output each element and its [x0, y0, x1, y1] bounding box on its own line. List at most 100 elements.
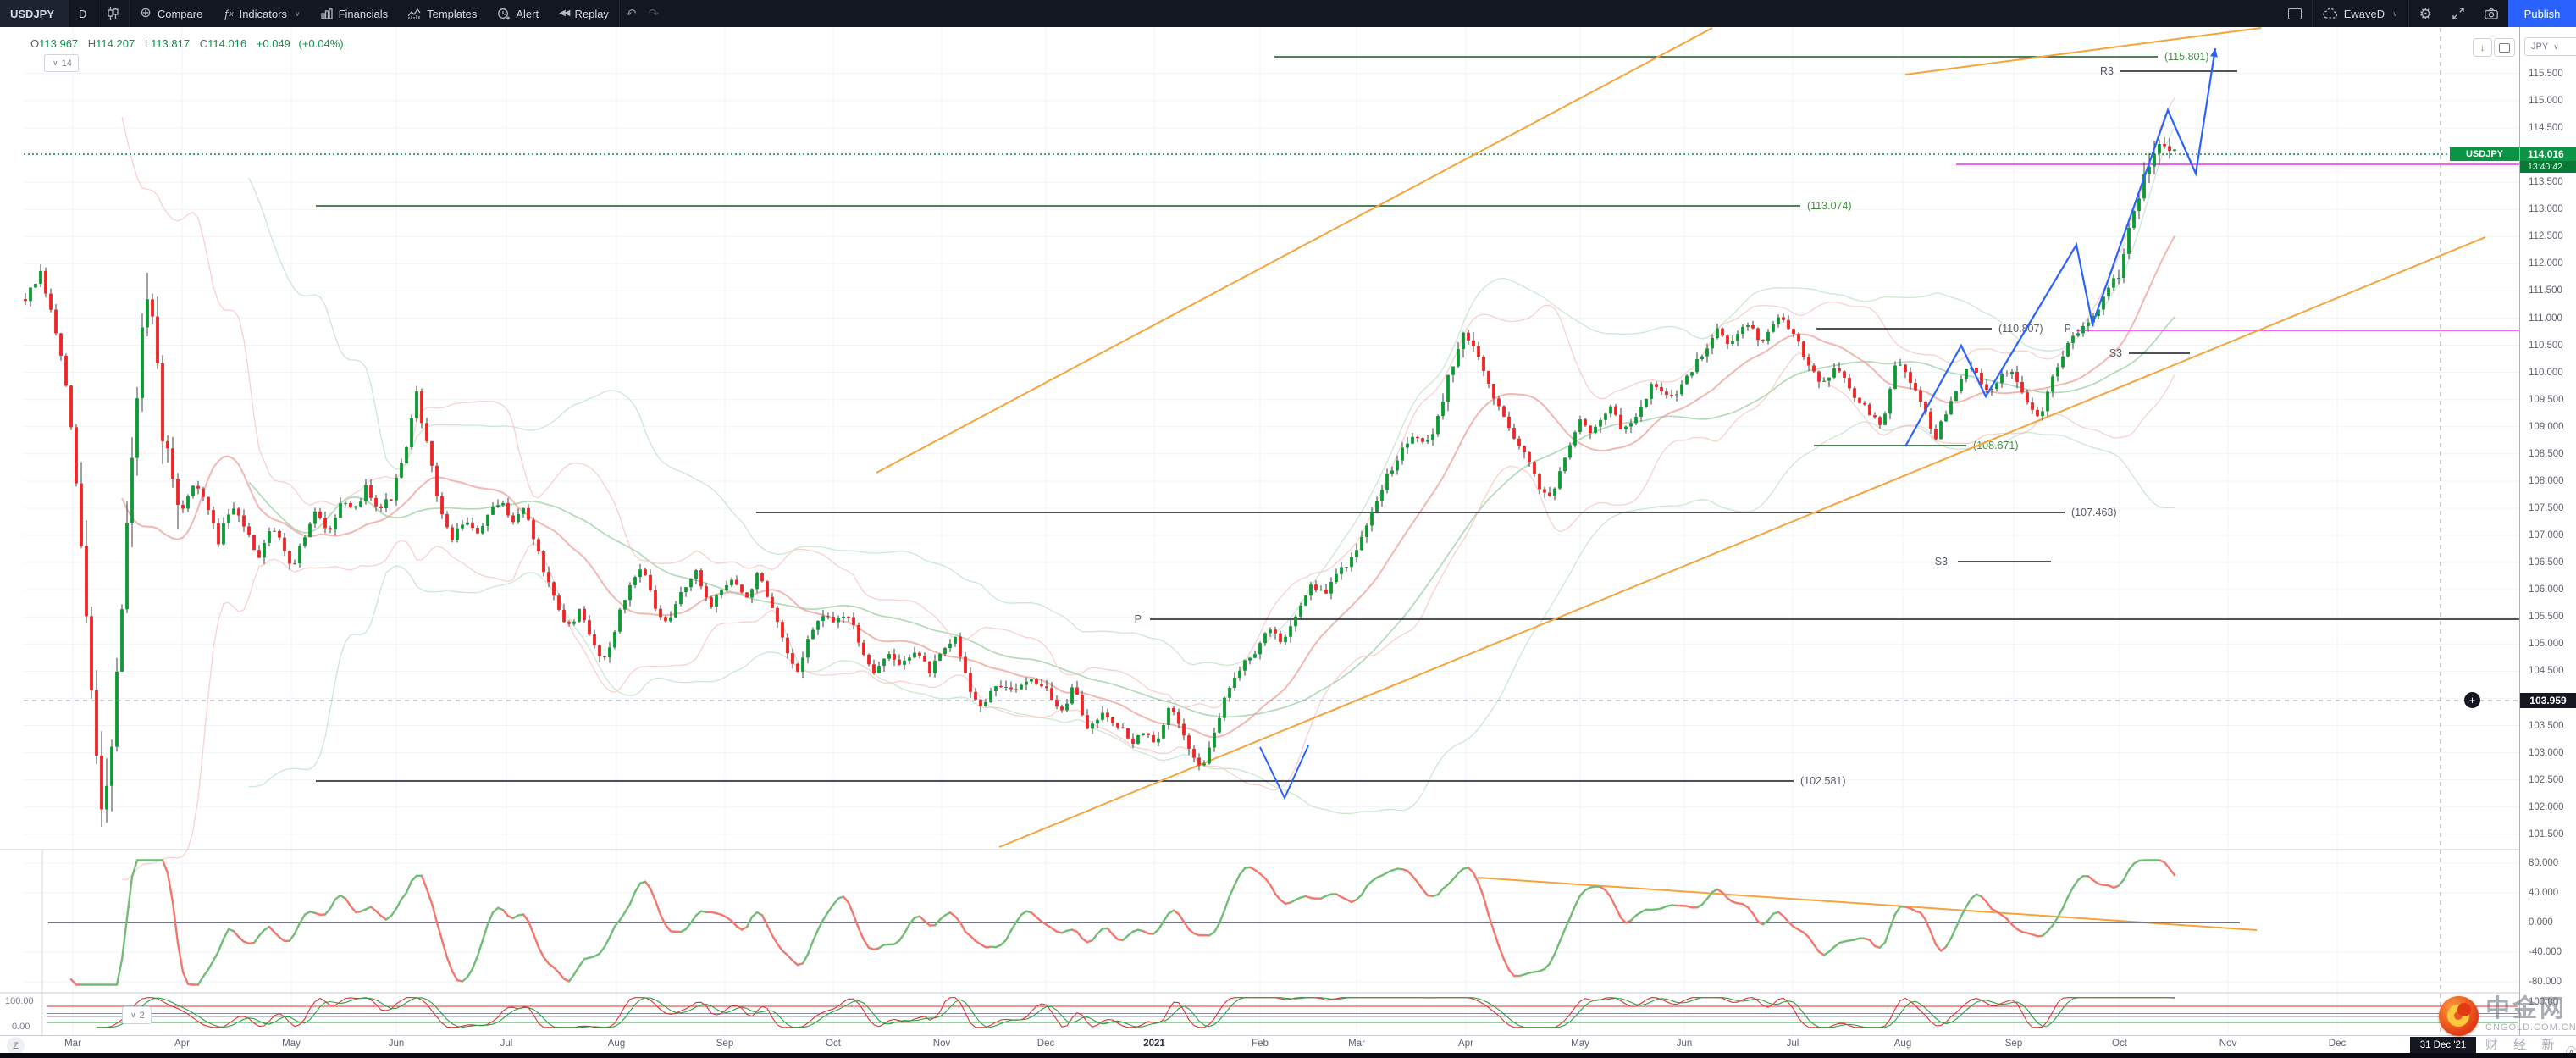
- interval-button[interactable]: D: [79, 7, 87, 20]
- candle-body: [1868, 404, 1871, 416]
- oscillator-segment: [730, 919, 738, 928]
- candle-body: [806, 639, 810, 658]
- candle-body: [1253, 654, 1257, 658]
- currency-toggle-button[interactable]: JPY ∨: [2524, 37, 2576, 56]
- oscillator-segment: [644, 880, 652, 890]
- oscillator-segment: [466, 967, 474, 978]
- candle-body: [1467, 332, 1470, 341]
- candle-body: [527, 507, 530, 520]
- candle-body: [1599, 419, 1602, 427]
- chevron-down-icon: ∨: [2553, 42, 2559, 51]
- oscillator-segment: [567, 973, 576, 983]
- oscillator-segment: [1553, 940, 1562, 956]
- candle-body: [2000, 373, 2004, 384]
- candle-body: [1761, 340, 1765, 341]
- candle-body: [1883, 413, 1887, 425]
- oscillator-segment: [532, 933, 540, 949]
- candle-body: [1157, 738, 1160, 743]
- candle-body: [1324, 589, 1328, 594]
- candle-body: [1863, 402, 1866, 405]
- oscillator-segment: [623, 902, 632, 914]
- candle-body: [471, 522, 474, 528]
- candle-body: [491, 507, 495, 515]
- candle-body: [638, 569, 642, 578]
- candle-body: [135, 398, 139, 458]
- reset-scale-icon: [2499, 42, 2510, 53]
- candle-body: [1827, 377, 1831, 381]
- candle-body: [659, 608, 662, 618]
- bollinger-green-band: [248, 316, 2175, 718]
- candle-body: [2127, 228, 2131, 254]
- candle-body: [821, 616, 825, 621]
- candle-body: [2137, 198, 2141, 211]
- scroll-to-recent-button[interactable]: ↓: [2473, 38, 2492, 57]
- candle-body: [1655, 384, 1658, 387]
- candle-body: [1213, 732, 1216, 748]
- fullscreen-button[interactable]: [2442, 0, 2474, 27]
- price-level-label: (113.074): [1807, 200, 1852, 212]
- candle-body: [1736, 334, 1739, 341]
- compare-button[interactable]: ⊕ Compare: [130, 0, 213, 27]
- oscillator-segment: [323, 907, 332, 916]
- price-tick: 108.500: [2529, 449, 2564, 459]
- candle-body: [1431, 434, 1434, 440]
- settings-button[interactable]: ⚙: [2409, 0, 2442, 27]
- oscillator-segment: [1802, 931, 1810, 939]
- symbol-button[interactable]: USDJPY: [0, 0, 69, 27]
- candle-body: [842, 616, 845, 618]
- oscillator-segment: [115, 958, 124, 986]
- candle-body: [959, 636, 962, 657]
- candle-body: [2142, 174, 2146, 199]
- oscillator-segment: [1009, 921, 1018, 932]
- layout-select-button[interactable]: [2278, 0, 2312, 27]
- candle-body: [1858, 397, 1861, 403]
- reset-scale-button[interactable]: [2494, 38, 2515, 57]
- oscillator-segment: [1182, 920, 1191, 931]
- candle-body: [1665, 391, 1668, 396]
- oscillator-segment: [481, 922, 489, 942]
- oscillator-segment: [781, 950, 789, 956]
- candle-body: [1909, 372, 1912, 383]
- chart-style-button[interactable]: [97, 0, 129, 27]
- candle-body: [1533, 462, 1536, 474]
- undo-icon[interactable]: ↶: [625, 7, 637, 21]
- candle-body: [242, 515, 246, 527]
- oscillator-segment: [1279, 899, 1287, 906]
- replay-button[interactable]: ◀◀ Replay: [549, 0, 619, 27]
- oscillator-segment: [1721, 891, 1729, 900]
- candle-body: [2153, 153, 2156, 167]
- oscillator-segment: [1777, 911, 1785, 917]
- oscillator-segment: [1944, 937, 1953, 949]
- timezone-button[interactable]: Z: [7, 1037, 25, 1055]
- time-axis[interactable]: Mar Apr May Jun Jul Aug Sep Oct Nov Dec 2021 Feb Mar…: [0, 1035, 2576, 1054]
- saved-layout-button[interactable]: EwaveD ∨: [2313, 0, 2408, 27]
- candle-body: [928, 661, 931, 673]
- candle-body: [237, 508, 240, 516]
- indicator-legend-pill[interactable]: ∨ 14: [44, 54, 79, 72]
- candle-body: [440, 496, 444, 515]
- publish-button[interactable]: Publish: [2508, 0, 2576, 27]
- oscillator-segment: [766, 924, 774, 937]
- oscillator-segment: [1609, 895, 1617, 909]
- candle-body: [1914, 383, 1917, 391]
- candle-body: [151, 299, 154, 317]
- alert-button[interactable]: Alert: [487, 0, 549, 27]
- price-tick: 101.500: [2529, 829, 2564, 839]
- oscillator-segment: [811, 928, 820, 943]
- time-tick: Nov: [2219, 1039, 2237, 1049]
- add-alert-plus-icon[interactable]: +: [2464, 692, 2480, 708]
- financials-button[interactable]: Financials: [311, 0, 399, 27]
- candle-body: [1025, 681, 1028, 685]
- candle-body: [110, 746, 113, 786]
- templates-button[interactable]: Templates: [398, 0, 487, 27]
- snapshot-button[interactable]: [2474, 0, 2508, 27]
- redo-icon[interactable]: ↷: [648, 7, 660, 21]
- price-axis[interactable]: 115.500 115.000 114.500 113.500 113.000 112.5…: [2519, 27, 2576, 1053]
- candle-body: [511, 515, 515, 523]
- oscillator-segment: [1075, 930, 1084, 940]
- lower-indicator-legend-pill[interactable]: ∨ 2: [122, 1006, 152, 1024]
- time-tick: Oct: [2112, 1039, 2127, 1049]
- price-tick: 109.500: [2529, 395, 2564, 405]
